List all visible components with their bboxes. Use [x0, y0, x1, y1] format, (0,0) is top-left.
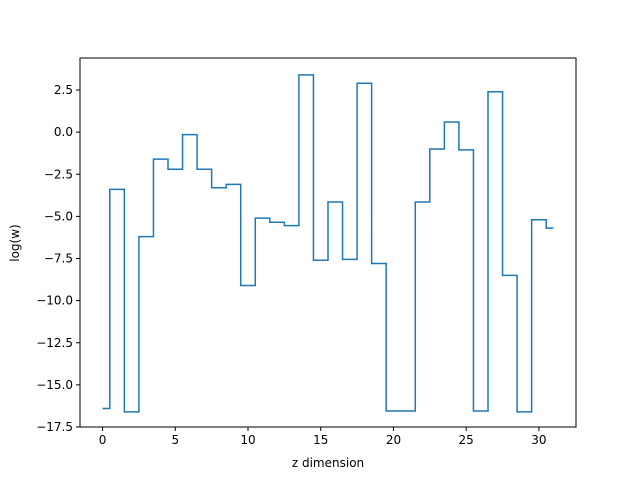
y-tick-label: −17.5	[36, 420, 73, 434]
x-axis-label: z dimension	[292, 456, 364, 470]
y-tick-label: −12.5	[36, 336, 73, 350]
y-tick-label: −5.0	[44, 209, 73, 223]
x-tick-label: 30	[531, 433, 546, 447]
x-tick-label: 15	[313, 433, 328, 447]
series-line-0	[102, 74, 554, 413]
y-tick-label: −7.5	[44, 252, 73, 266]
x-tick-label: 5	[171, 433, 179, 447]
x-axis-ticks: 0 5 10 15 20 25 30	[99, 427, 547, 447]
x-tick-label: 10	[240, 433, 255, 447]
x-tick-label: 0	[99, 433, 107, 447]
y-tick-label: 2.5	[54, 83, 73, 97]
y-axis-ticks: −17.5 −15.0 −12.5 −10.0 −7.5 −5.0 −2.5 0.0 2.5	[36, 83, 80, 434]
x-tick-label: 20	[386, 433, 401, 447]
y-tick-label: −15.0	[36, 378, 73, 392]
y-tick-label: −10.0	[36, 294, 73, 308]
axes-frame	[79, 57, 577, 428]
series-layer	[102, 74, 554, 413]
y-tick-label: −2.5	[44, 167, 73, 181]
y-axis-label: log(w)	[8, 224, 22, 261]
y-tick-label: 0.0	[54, 125, 73, 139]
x-tick-label: 25	[459, 433, 474, 447]
